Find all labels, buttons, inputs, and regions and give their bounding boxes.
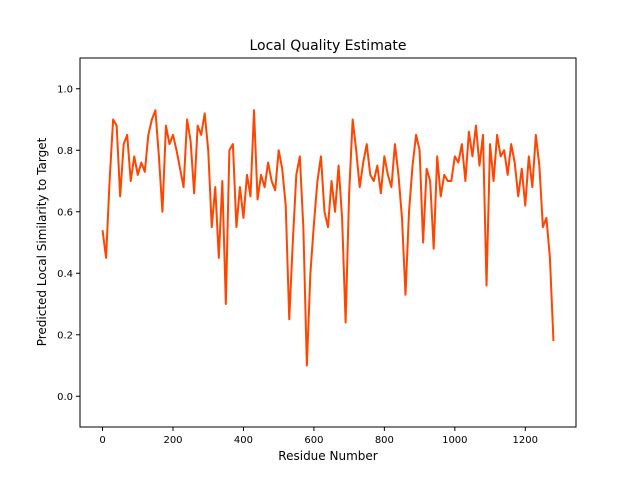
x-tick-label: 1200 [513, 435, 538, 446]
y-tick-label: 0.0 [57, 392, 73, 403]
x-tick-label: 800 [375, 435, 394, 446]
x-tick-label: 400 [234, 435, 253, 446]
y-tick-label: 0.4 [57, 269, 73, 280]
data-line [101, 109, 555, 367]
x-tick-label: 200 [163, 435, 182, 446]
chart-title: Local Quality Estimate [249, 38, 406, 54]
y-tick-label: 0.6 [57, 207, 73, 218]
y-tick-label: 0.2 [57, 330, 73, 341]
x-tick-label: 0 [99, 435, 105, 446]
x-axis-label: Residue Number [278, 449, 377, 463]
x-tick-label: 600 [304, 435, 323, 446]
x-tick-label: 1000 [442, 435, 467, 446]
y-tick-label: 1.0 [57, 84, 73, 95]
y-axis-label: Predicted Local Similarity to Target [35, 137, 49, 346]
axes-frame [79, 57, 577, 428]
y-tick-label: 0.8 [57, 146, 73, 157]
